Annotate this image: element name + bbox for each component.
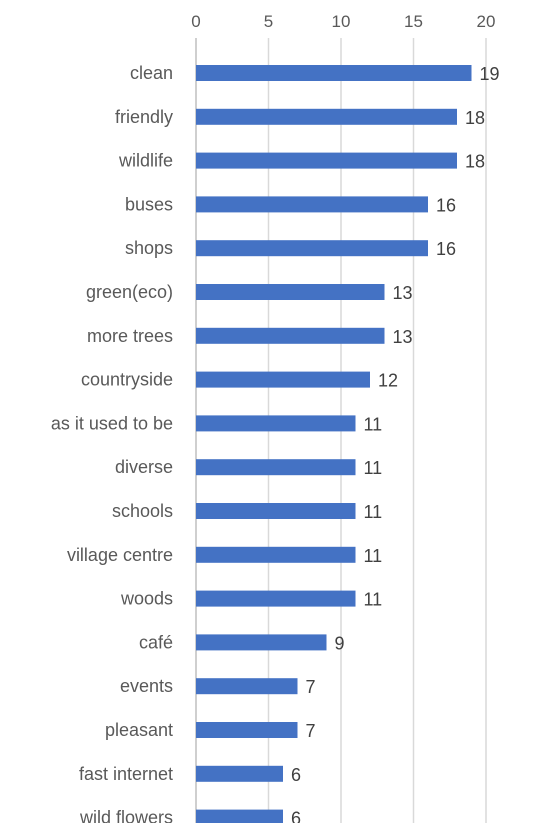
data-label-schools: 11	[364, 502, 383, 522]
bar-shops	[196, 240, 428, 257]
category-label-as-it-used-to-be: as it used to be	[51, 413, 173, 433]
x-tick-label-20: 20	[477, 12, 496, 31]
data-label-pleasant: 7	[306, 721, 316, 741]
data-label-buses: 16	[436, 195, 456, 215]
bar-schools	[196, 503, 356, 519]
bar-clean	[196, 65, 472, 81]
x-axis-ticks: 0 5 10 15 20	[191, 12, 495, 31]
data-label-wild-flowers: 6	[291, 809, 301, 823]
x-tick-label-15: 15	[404, 12, 423, 31]
data-label-fast-internet: 6	[291, 765, 301, 785]
bar-more-trees	[196, 327, 385, 344]
data-label-village-centre: 11	[364, 546, 383, 566]
category-label-wildlife: wildlife	[118, 151, 173, 171]
bar-green-eco	[196, 284, 385, 300]
bar-wildlife	[196, 152, 457, 169]
category-label-fast-internet: fast internet	[79, 764, 173, 784]
data-label-events: 7	[306, 677, 316, 697]
category-labels: clean friendly wildlife buses shops green(eco…	[51, 63, 173, 823]
category-label-friendly: friendly	[115, 107, 173, 127]
category-label-more-trees: more trees	[87, 326, 173, 346]
bar-countryside	[196, 371, 370, 388]
data-label-clean: 19	[480, 64, 500, 84]
bars	[196, 65, 472, 823]
bar-buses	[196, 196, 428, 213]
data-label-friendly: 18	[465, 108, 485, 128]
bar-fast-internet	[196, 765, 283, 782]
category-label-schools: schools	[112, 501, 173, 521]
x-tick-label-10: 10	[332, 12, 351, 31]
data-label-shops: 16	[436, 239, 456, 259]
x-tick-label-0: 0	[191, 12, 200, 31]
data-labels: 19 18 18 16 16 13 13 12 11 11 11 11 11 9 7 7 6 6	[291, 64, 500, 823]
category-label-clean: clean	[130, 63, 173, 83]
category-label-woods: woods	[120, 589, 173, 609]
category-label-village-centre: village centre	[67, 545, 173, 565]
bar-events	[196, 678, 298, 695]
category-label-events: events	[120, 676, 173, 696]
bar-pleasant	[196, 722, 298, 738]
bar-wild-flowers	[196, 809, 283, 823]
bar-friendly	[196, 108, 457, 125]
data-label-diverse: 11	[364, 458, 383, 478]
category-label-countryside: countryside	[81, 370, 173, 390]
category-label-caf: café	[139, 632, 173, 652]
bar-woods	[196, 590, 356, 607]
category-label-diverse: diverse	[115, 457, 173, 477]
bar-caf	[196, 634, 327, 651]
bar-diverse	[196, 459, 356, 476]
category-label-wild-flowers: wild flowers	[79, 808, 173, 823]
data-label-caf: 9	[335, 633, 345, 653]
category-label-buses: buses	[125, 194, 173, 214]
x-tick-label-5: 5	[264, 12, 273, 31]
data-label-green-eco: 13	[393, 283, 413, 303]
bar-village-centre	[196, 546, 356, 563]
category-label-shops: shops	[125, 238, 173, 258]
category-label-green-eco: green(eco)	[86, 282, 173, 302]
data-label-more-trees: 13	[393, 327, 413, 347]
data-label-countryside: 12	[378, 371, 398, 391]
data-label-woods: 11	[364, 590, 383, 610]
category-label-pleasant: pleasant	[105, 720, 173, 740]
bar-as-it-used-to-be	[196, 415, 356, 432]
data-label-wildlife: 18	[465, 152, 485, 172]
data-label-as-it-used-to-be: 11	[364, 414, 383, 434]
